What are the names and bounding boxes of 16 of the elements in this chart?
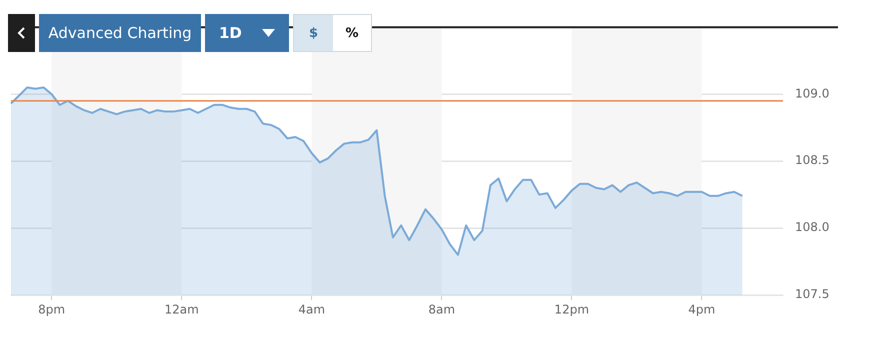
toggle-switch: $ % [293,14,372,52]
y-tick-label: 108.0 [795,220,830,234]
x-tick-label: 12pm [554,302,590,316]
y-tick-label: 108.5 [795,153,830,168]
y-tick-label: 109.0 [795,86,830,100]
x-tick-label: 4pm [688,302,716,316]
x-tick-label: 8am [428,302,456,316]
dropdown-button: 1D [205,14,289,52]
annotation: % [333,15,371,51]
x-tick-label: 8pm [38,302,66,316]
annotation: $ [294,15,333,51]
x-tick-label: 12am [164,302,199,316]
button: Advanced Charting [39,14,201,52]
annotation: 1D [219,24,242,42]
y-tick-label: 107.5 [795,287,830,302]
x-tick-label: 4am [298,302,326,316]
